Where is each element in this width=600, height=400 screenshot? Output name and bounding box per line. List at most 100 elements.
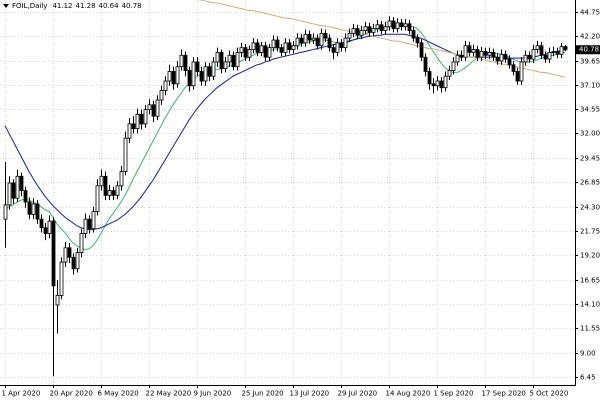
y-tick-label: 11.55 — [580, 325, 600, 333]
candle-body — [463, 45, 468, 58]
candle-body — [327, 37, 332, 49]
candle-body — [15, 175, 20, 199]
candle-body — [167, 71, 172, 82]
candle-body — [151, 104, 156, 117]
candle-body — [299, 37, 304, 44]
candle-body — [519, 61, 524, 82]
candle-body — [131, 123, 136, 130]
y-tick-label: 29.45 — [580, 155, 600, 163]
y-tick-label: 6.45 — [580, 374, 596, 382]
candle-body — [83, 218, 88, 234]
candle-body — [451, 61, 456, 71]
candle-body — [63, 247, 68, 263]
candle-body — [239, 47, 244, 53]
candle-body — [87, 218, 92, 230]
candle-body — [391, 20, 396, 29]
candle-body — [323, 32, 328, 39]
candle-body — [547, 52, 552, 60]
candle-body — [95, 185, 100, 212]
candle-body — [379, 24, 384, 31]
header-icon — [3, 4, 9, 8]
candle-body — [307, 33, 312, 41]
x-tick-label: 22 May 2020 — [146, 390, 192, 398]
candle-body — [423, 56, 428, 72]
current-price-label: 40.78 — [579, 46, 599, 54]
candle-body — [355, 28, 360, 36]
x-tick-label: 5 Oct 2020 — [530, 390, 569, 398]
candle-body — [335, 42, 340, 53]
candle-body — [511, 64, 516, 72]
candle-body — [551, 51, 556, 53]
candle-body — [479, 51, 484, 58]
candle-body — [11, 182, 16, 199]
candle-body — [171, 71, 176, 85]
candle-body — [235, 52, 240, 68]
candle-body — [475, 49, 480, 58]
candle-body — [259, 45, 264, 53]
candle-body — [279, 47, 284, 53]
candle-body — [199, 71, 204, 82]
candle-body — [487, 52, 492, 56]
candle-body — [71, 256, 76, 270]
candle-body — [459, 54, 464, 58]
header-open: 41.12 — [52, 2, 72, 10]
candle-body — [43, 227, 48, 234]
candle-body — [447, 70, 452, 77]
candle-body — [527, 54, 532, 60]
candle-body — [399, 22, 404, 28]
candle-body — [19, 175, 24, 191]
candle-body — [163, 80, 168, 91]
candle-body — [227, 54, 232, 63]
x-tick-label: 25 Jun 2020 — [242, 390, 284, 398]
candle-body — [455, 54, 460, 63]
candle-body — [111, 190, 116, 196]
indicator-layer — [4, 0, 566, 251]
candle-body — [471, 49, 476, 53]
y-tick-label: 26.85 — [580, 179, 600, 187]
candle-body — [175, 66, 180, 85]
x-tick-label: 20 Apr 2020 — [50, 390, 93, 398]
candle-body — [271, 39, 276, 49]
candle-body — [363, 26, 368, 31]
candle-body — [251, 42, 256, 50]
candle-body — [339, 42, 344, 49]
candle-body — [387, 20, 392, 28]
candle-body — [395, 22, 400, 29]
candle-body — [39, 218, 44, 229]
candle-body — [135, 113, 140, 130]
chart-title: FOIL,Daily — [12, 2, 47, 10]
candle-body — [367, 26, 372, 33]
candle-body — [371, 28, 376, 33]
y-tick-label: 44.75 — [580, 9, 600, 17]
candle-body — [179, 54, 184, 68]
candle-body — [219, 52, 224, 70]
candle-body — [255, 42, 260, 53]
candle-body — [543, 54, 548, 60]
candle-body — [67, 247, 72, 258]
candle-body — [319, 32, 324, 47]
candle-body — [315, 37, 320, 47]
candle-body — [427, 71, 432, 85]
candle-body — [35, 203, 40, 220]
candle-body — [411, 30, 416, 39]
candle-body — [59, 261, 64, 296]
candle-body — [207, 66, 212, 77]
candle-body — [195, 61, 200, 72]
candle-body — [303, 33, 308, 44]
candle-body — [503, 53, 508, 60]
candle-body — [119, 171, 124, 187]
candle-body — [139, 113, 144, 125]
chart-header: FOIL,Daily 41.12 41.28 40.64 40.78 — [3, 2, 142, 10]
x-tick-label: 6 May 2020 — [98, 390, 139, 398]
candle-body — [115, 185, 120, 196]
candle-body — [31, 203, 36, 215]
candle-layer — [3, 16, 568, 377]
x-tick-label: 14 Aug 2020 — [386, 390, 431, 398]
candle-body — [347, 32, 352, 39]
candle-body — [495, 56, 500, 62]
candle-body — [311, 37, 316, 41]
candle-body — [99, 175, 104, 187]
candle-body — [275, 39, 280, 49]
candle-body — [563, 46, 568, 51]
